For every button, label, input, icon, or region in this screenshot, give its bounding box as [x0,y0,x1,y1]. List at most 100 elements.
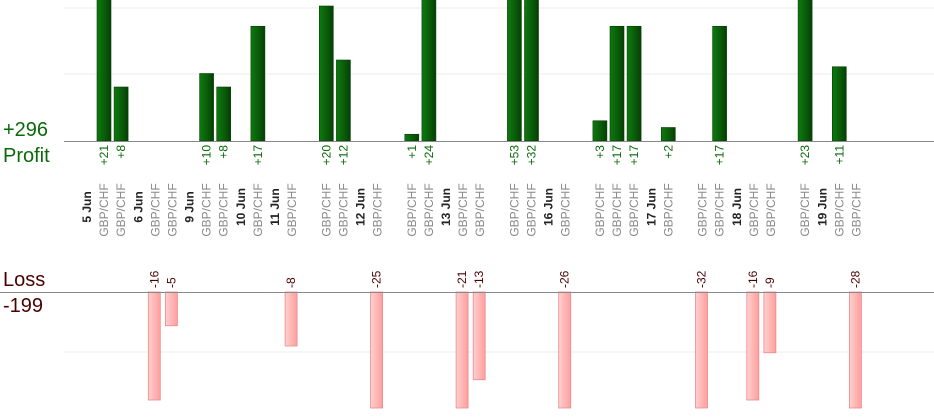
date-label: 9 Jun [183,191,197,222]
bar-value-labels: +21 +8-16 -5+10 +8 +17-8+20 +12-25+1 +24-21 -13… [97,145,862,288]
symbol-label: GBP/CHF [747,183,761,236]
profit-bar [660,127,676,142]
category-labels: 5 Jun GBP/CHF GBP/CHF 6 Jun GBP/CHF GBP/CHF 9 … [80,183,863,236]
symbol-label: GBP/CHF [593,183,607,236]
profit-bar [336,59,351,142]
profit-bar [797,0,813,142]
profit-bar [216,86,231,142]
profit-value-label: +24 [422,145,436,166]
profit-value-label: +17 [713,145,727,166]
symbol-label: GBP/CHF [97,183,111,236]
loss-value-label: -5 [164,277,178,288]
date-label: 12 Jun [354,188,368,226]
date-label: 6 Jun [131,191,145,222]
symbol-label: GBP/CHF [798,183,812,236]
profit-bar [113,86,129,142]
symbol-label: GBP/CHF [507,183,521,236]
loss-bar [284,291,298,347]
symbol-label: GBP/CHF [696,183,710,236]
loss-bar [472,291,486,381]
loss-bar [455,291,469,409]
loss-bar [849,291,862,409]
loss-label: Loss [3,269,46,291]
date-label: 13 Jun [439,188,453,226]
loss-bar [558,291,572,409]
loss-value-label: -8 [284,277,298,288]
profit-value-label: +23 [798,145,812,166]
profit-bar [609,25,625,142]
symbol-label: GBP/CHF [525,183,539,236]
loss-bar [763,291,777,354]
loss-total: -199 [3,295,44,317]
profit-value-label: +17 [251,145,265,166]
loss-value-label: -26 [558,270,572,288]
profit-value-label: +11 [832,145,846,165]
symbol-label: GBP/CHF [422,183,436,236]
loss-value-label: -16 [746,270,760,288]
profit-value-label: +12 [336,145,350,166]
date-label: 19 Jun [815,188,829,226]
symbol-label: GBP/CHF [559,183,573,236]
profit-bar [831,66,847,142]
symbol-label: GBP/CHF [764,183,778,236]
profit-value-label: +53 [507,145,521,166]
loss-value-label: -28 [848,270,862,288]
profit-total: +296 [3,119,49,141]
date-label: 11 Jun [268,188,282,225]
loss-bar [147,291,161,401]
date-label: 16 Jun [542,188,556,226]
profit-value-label: +21 [97,145,111,166]
symbol-label: GBP/CHF [832,183,846,236]
loss-value-label: -32 [695,270,709,288]
profit-label: Profit [3,145,50,167]
profit-bar [250,25,266,142]
profit-value-label: +3 [593,145,607,159]
profit-value-label: +20 [319,145,333,166]
profit-bar [626,25,642,142]
symbol-label: GBP/CHF [713,183,727,236]
symbol-label: GBP/CHF [148,183,162,236]
symbol-label: GBP/CHF [371,183,385,236]
symbol-label: GBP/CHF [200,183,214,236]
date-label: 18 Jun [730,188,744,226]
loss-value-label: -25 [370,270,384,288]
profit-value-label: +2 [661,145,675,159]
loss-value-label: -16 [147,270,161,288]
symbol-label: GBP/CHF [849,183,863,236]
date-label: 5 Jun [80,191,94,222]
symbol-label: GBP/CHF [251,183,265,236]
date-label: 10 Jun [234,188,248,226]
loss-bars [147,291,862,409]
profit-bar [421,0,437,142]
symbol-label: GBP/CHF [610,183,624,236]
symbol-label: GBP/CHF [165,183,179,236]
loss-bar [695,291,708,409]
symbol-label: GBP/CHF [473,183,487,236]
profit-value-label: +10 [200,145,214,166]
profit-value-label: +32 [525,145,539,166]
profit-bar [199,73,214,142]
zero-axes [0,141,934,293]
profit-bars [96,0,847,142]
profit-value-label: +8 [114,145,128,159]
profit-bar [404,133,420,142]
profit-value-label: +1 [405,145,419,159]
loss-bar [746,291,760,401]
profit-value-label: +8 [217,145,231,159]
loss-bar [164,291,178,327]
profit-bar [712,25,727,142]
symbol-label: GBP/CHF [336,183,350,236]
symbol-label: GBP/CHF [114,183,128,236]
profit-bar [524,0,539,142]
profit-bar [318,5,334,142]
date-label: 17 Jun [644,188,658,226]
loss-value-label: -9 [763,277,777,288]
symbol-label: GBP/CHF [456,183,470,236]
symbol-label: GBP/CHF [661,183,675,236]
symbol-label: GBP/CHF [319,183,333,236]
symbol-label: GBP/CHF [627,183,641,236]
profit-value-label: +17 [627,145,641,166]
profit-bar [592,120,608,142]
profit-bar [96,0,112,142]
